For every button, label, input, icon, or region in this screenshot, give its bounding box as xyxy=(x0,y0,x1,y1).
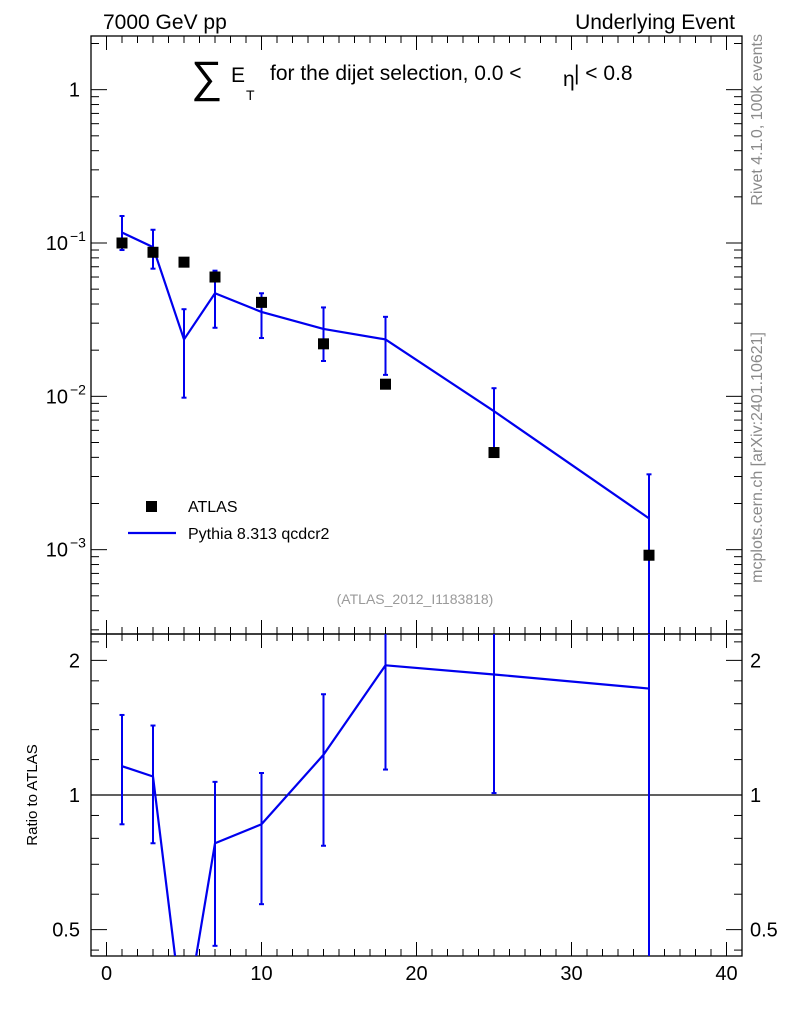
mc-line xyxy=(121,231,650,520)
y-tick-exponent: −1 xyxy=(70,228,86,244)
atlas-data-point xyxy=(256,296,267,308)
atlas-data-point xyxy=(643,549,655,561)
atlas-data-point xyxy=(209,271,221,283)
analysis-watermark: (ATLAS_2012_I1183818) xyxy=(337,591,494,607)
y-tick-label: 2 xyxy=(69,650,80,672)
plot-title: ∑ E T for the dijet selection, 0.0 < η |… xyxy=(191,53,633,103)
ratio-panel: 2 2 1 1 0.5 0.5 0 10 20 30 40 Ratio to ATLAS xyxy=(24,633,778,985)
main-panel: 110−110−210−3 ∑ E T for the dijet select… xyxy=(46,35,743,635)
title-text-end: | < 0.8 xyxy=(574,62,633,85)
main-plot-frame xyxy=(90,35,743,635)
main-y-axis: 110−110−210−3 xyxy=(46,43,742,631)
legend-atlas-label: ATLAS xyxy=(188,499,238,516)
ratio-y-axis: 2 2 1 1 0.5 0.5 xyxy=(52,641,778,951)
atlas-data-point xyxy=(147,246,159,258)
title-text: for the dijet selection, 0.0 < xyxy=(270,62,522,85)
ratio-x-axis: 0 10 20 30 40 xyxy=(101,634,738,985)
legend-atlas-marker xyxy=(146,501,157,512)
atlas-data-point xyxy=(318,338,329,350)
x-tick-label: 10 xyxy=(250,963,272,985)
x-tick-label: 40 xyxy=(715,963,737,985)
atlas-data-point xyxy=(488,447,500,459)
title-sigma: ∑ xyxy=(191,53,222,102)
ratio-y-axis-label: Ratio to ATLAS xyxy=(24,744,41,845)
x-tick-label: 30 xyxy=(560,963,582,985)
atlas-data-point xyxy=(116,237,128,249)
title-subscript: T xyxy=(246,87,255,103)
y-tick-exponent: −3 xyxy=(70,535,86,551)
y-tick-label: 1 xyxy=(69,785,80,807)
ratio-line xyxy=(121,664,650,956)
main-x-axis xyxy=(106,36,727,634)
y-tick-label-right: 0.5 xyxy=(750,920,778,942)
ratio-series xyxy=(119,634,650,956)
header-right: Underlying Event xyxy=(575,11,735,34)
x-tick-label: 20 xyxy=(405,963,427,985)
y-tick-label: 10 xyxy=(46,386,68,408)
legend: ATLAS Pythia 8.313 qcdcr2 xyxy=(128,499,330,543)
x-tick-label: 0 xyxy=(101,963,112,985)
rivet-label: Rivet 4.1.0, 100k events xyxy=(749,34,766,206)
y-tick-label: 10 xyxy=(46,233,68,255)
legend-pythia-label: Pythia 8.313 qcdcr2 xyxy=(188,526,330,543)
y-tick-label: 0.5 xyxy=(52,920,80,942)
y-tick-label: 10 xyxy=(46,540,68,562)
y-tick-label-right: 2 xyxy=(750,650,761,672)
atlas-data-point xyxy=(380,378,391,390)
header-left: 7000 GeV pp xyxy=(103,11,227,34)
y-tick-exponent: −2 xyxy=(70,381,86,397)
atlas-data-point xyxy=(178,256,190,268)
y-tick-label-right: 1 xyxy=(750,785,761,807)
mcplots-label: mcplots.cern.ch [arXiv:2401.10621] xyxy=(749,332,766,583)
title-eta: η xyxy=(563,68,575,91)
y-tick-label: 1 xyxy=(69,80,80,102)
title-e: E xyxy=(231,64,245,87)
main-series xyxy=(116,214,655,634)
